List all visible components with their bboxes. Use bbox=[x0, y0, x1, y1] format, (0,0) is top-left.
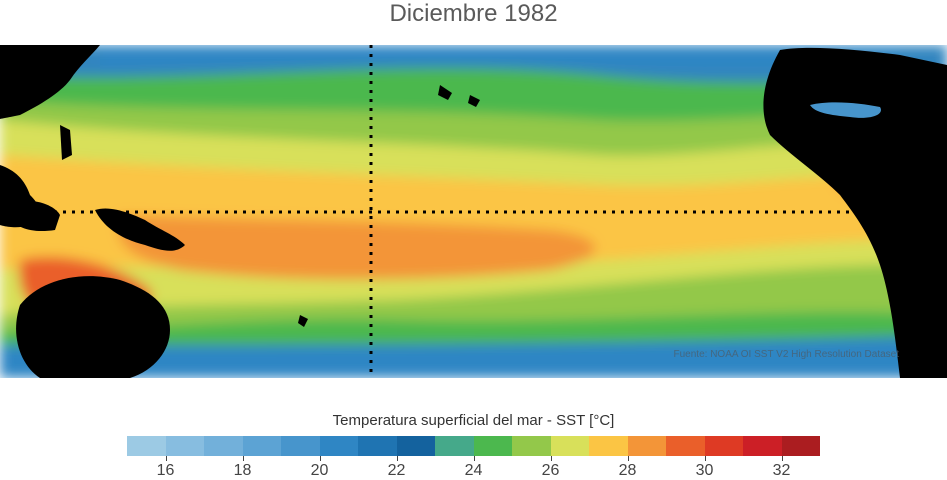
colorbar-swatch bbox=[512, 436, 551, 456]
colorbar-swatch bbox=[319, 436, 358, 456]
sst-map bbox=[0, 45, 947, 378]
colorbar-tick-label: 32 bbox=[772, 462, 791, 479]
colorbar-tick bbox=[242, 456, 244, 461]
colorbar-tick-label: 20 bbox=[310, 462, 329, 479]
colorbar-swatch bbox=[781, 436, 820, 456]
colorbar-tick bbox=[781, 456, 783, 461]
colorbar-tick bbox=[627, 456, 629, 461]
colorbar-tick-label: 30 bbox=[695, 462, 714, 479]
colorbar-swatch bbox=[127, 436, 166, 456]
colorbar-swatch bbox=[704, 436, 743, 456]
reference-lines bbox=[0, 45, 947, 378]
colorbar-ticks: 16 18 20 22 24 26 28 30 32 bbox=[127, 456, 820, 480]
colorbar-tick-label: 16 bbox=[156, 462, 175, 479]
colorbar-label: Temperatura superficial del mar - SST [°… bbox=[332, 412, 615, 429]
source-note: Fuente: NOAA OI SST V2 High Resolution D… bbox=[673, 349, 899, 360]
map-title: Diciembre 1982 bbox=[389, 0, 558, 27]
colorbar-swatch bbox=[242, 436, 281, 456]
colorbar-tick-label: 26 bbox=[541, 462, 560, 479]
colorbar-swatch bbox=[281, 436, 320, 456]
colorbar-tick-label: 18 bbox=[233, 462, 252, 479]
colorbar-swatch bbox=[358, 436, 397, 456]
colorbar-tick-label: 28 bbox=[618, 462, 637, 479]
colorbar bbox=[127, 436, 820, 456]
colorbar-tick bbox=[473, 456, 475, 461]
colorbar-swatch bbox=[473, 436, 512, 456]
colorbar-tick bbox=[319, 456, 321, 461]
colorbar-tick bbox=[550, 456, 552, 461]
colorbar-tick bbox=[396, 456, 398, 461]
colorbar-swatch bbox=[627, 436, 666, 456]
colorbar-tick-label: 24 bbox=[464, 462, 483, 479]
colorbar-tick bbox=[704, 456, 706, 461]
colorbar-swatch bbox=[396, 436, 435, 456]
colorbar-swatch bbox=[204, 436, 243, 456]
colorbar-swatch bbox=[743, 436, 782, 456]
colorbar-tick bbox=[165, 456, 167, 461]
colorbar-tick-label: 22 bbox=[387, 462, 406, 479]
colorbar-swatch bbox=[165, 436, 204, 456]
colorbar-swatch bbox=[435, 436, 474, 456]
colorbar-swatch bbox=[589, 436, 628, 456]
colorbar-swatch bbox=[550, 436, 589, 456]
colorbar-swatch bbox=[666, 436, 705, 456]
